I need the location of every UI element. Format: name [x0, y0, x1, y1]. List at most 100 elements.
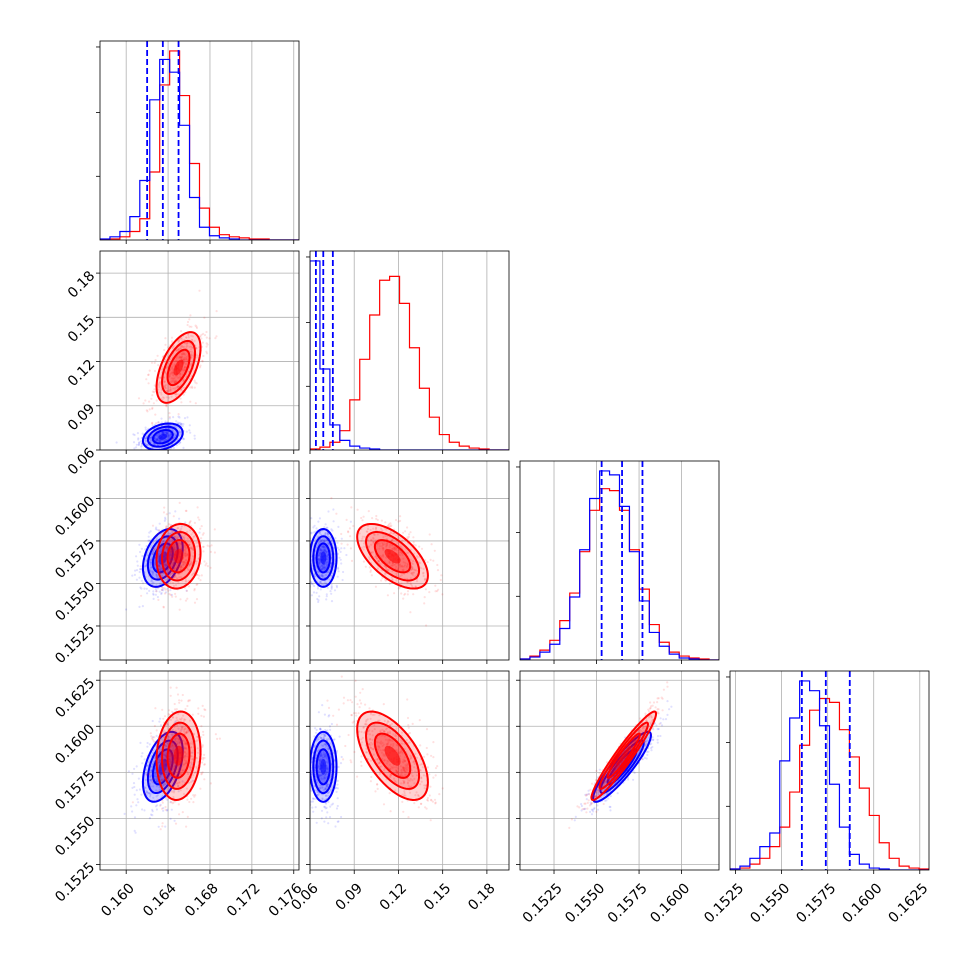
scatter-point	[335, 586, 339, 589]
scatter-point	[182, 368, 185, 371]
scatter-point	[163, 348, 166, 352]
scatter-point	[162, 540, 165, 543]
scatter-point	[147, 373, 150, 377]
scatter-point	[190, 354, 193, 357]
scatter-point	[406, 590, 410, 593]
scatter-point	[173, 546, 176, 549]
scatter-point	[169, 556, 172, 559]
contour-core	[173, 548, 184, 564]
scatter-point	[322, 566, 325, 570]
scatter-point	[152, 550, 155, 553]
scatter-point	[402, 568, 405, 571]
scatter-point	[153, 384, 156, 387]
scatter-point	[171, 377, 174, 380]
scatter-point	[406, 562, 409, 566]
scatter-point	[133, 767, 136, 771]
scatter-point	[161, 540, 164, 543]
scatter-point	[326, 729, 329, 732]
scatter-point	[395, 549, 398, 552]
scatter-point	[176, 565, 179, 568]
scatter-point	[146, 745, 149, 748]
scatter-point	[196, 354, 199, 357]
scatter-point	[388, 544, 392, 547]
scatter-point	[184, 555, 187, 558]
scatter-point	[330, 586, 333, 589]
scatter-point	[163, 563, 166, 566]
scatter-point	[319, 551, 322, 555]
scatter-point	[329, 728, 332, 732]
scatter-point	[324, 548, 327, 551]
scatter-point	[190, 352, 193, 356]
scatter-point	[193, 437, 196, 440]
scatter-point	[182, 357, 185, 360]
scatter-point	[406, 716, 410, 720]
scatter-point	[323, 547, 326, 550]
scatter-point	[183, 551, 187, 555]
scatter-point	[183, 546, 186, 549]
scatter-point	[152, 597, 155, 601]
scatter-point	[340, 755, 343, 759]
scatter-point	[157, 421, 160, 424]
scatter-point	[201, 771, 204, 774]
scatter-point	[428, 533, 431, 536]
panel-plot-area	[100, 671, 299, 870]
scatter-point	[400, 551, 403, 555]
scatter-point	[368, 566, 371, 569]
scatter-point	[153, 564, 157, 567]
scatter-point	[177, 347, 180, 350]
scatter-point	[177, 438, 180, 441]
scatter-point	[148, 369, 151, 372]
scatter-point	[406, 551, 410, 554]
scatter-point	[134, 569, 137, 572]
scatter-point	[157, 552, 160, 556]
panel-1-0: 0.060.090.120.150.18	[65, 250, 300, 478]
scatter-point	[317, 559, 321, 562]
scatter-point	[178, 416, 181, 419]
scatter-point	[193, 535, 196, 538]
scatter-point	[153, 388, 156, 391]
scatter-point	[144, 564, 147, 568]
scatter-point	[158, 564, 161, 567]
scatter-point	[391, 562, 394, 565]
scatter-point	[180, 344, 184, 347]
scatter-point	[171, 540, 174, 543]
scatter-point	[326, 811, 329, 814]
scatter-point	[165, 546, 168, 549]
scatter-point	[395, 572, 398, 575]
scatter-point	[215, 335, 218, 338]
scatter-point	[160, 439, 163, 442]
scatter-point	[178, 517, 181, 520]
scatter-point	[178, 564, 181, 567]
scatter-point	[202, 354, 205, 358]
scatter-point	[189, 520, 192, 523]
scatter-point	[397, 563, 400, 566]
scatter-point	[164, 343, 167, 346]
scatter-point	[179, 535, 182, 538]
scatter-point	[175, 564, 178, 567]
scatter-point	[186, 541, 189, 544]
scatter-point	[176, 543, 179, 547]
scatter-point	[183, 356, 186, 359]
scatter-point	[192, 555, 195, 558]
scatter-point	[158, 522, 161, 525]
scatter-point	[145, 440, 148, 443]
scatter-point	[422, 574, 425, 578]
scatter-point	[432, 559, 435, 562]
scatter-point	[168, 388, 171, 391]
scatter-point	[415, 555, 418, 558]
scatter-point	[388, 546, 391, 549]
scatter-point	[155, 572, 158, 576]
scatter-point	[183, 437, 186, 440]
scatter-point	[389, 810, 392, 813]
scatter-point	[163, 506, 166, 509]
scatter-point	[148, 772, 151, 775]
scatter-point	[199, 366, 202, 369]
scatter-point	[164, 431, 168, 434]
scatter-point	[161, 822, 164, 825]
scatter-point	[171, 572, 174, 575]
scatter-point	[164, 825, 167, 828]
scatter-point	[167, 396, 170, 399]
scatter-point	[170, 371, 173, 374]
scatter-point	[330, 574, 333, 577]
scatter-point	[386, 594, 389, 597]
